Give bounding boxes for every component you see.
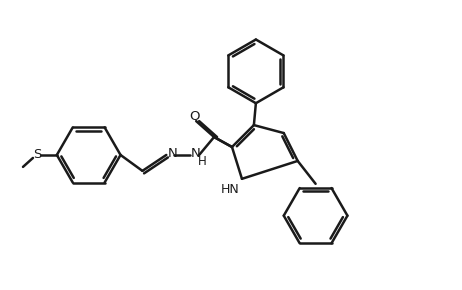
Text: S: S <box>33 148 41 162</box>
Text: N: N <box>167 147 177 160</box>
Text: HN: HN <box>221 183 240 196</box>
Text: O: O <box>189 110 200 123</box>
Text: H: H <box>198 155 207 168</box>
Text: N: N <box>191 147 201 160</box>
